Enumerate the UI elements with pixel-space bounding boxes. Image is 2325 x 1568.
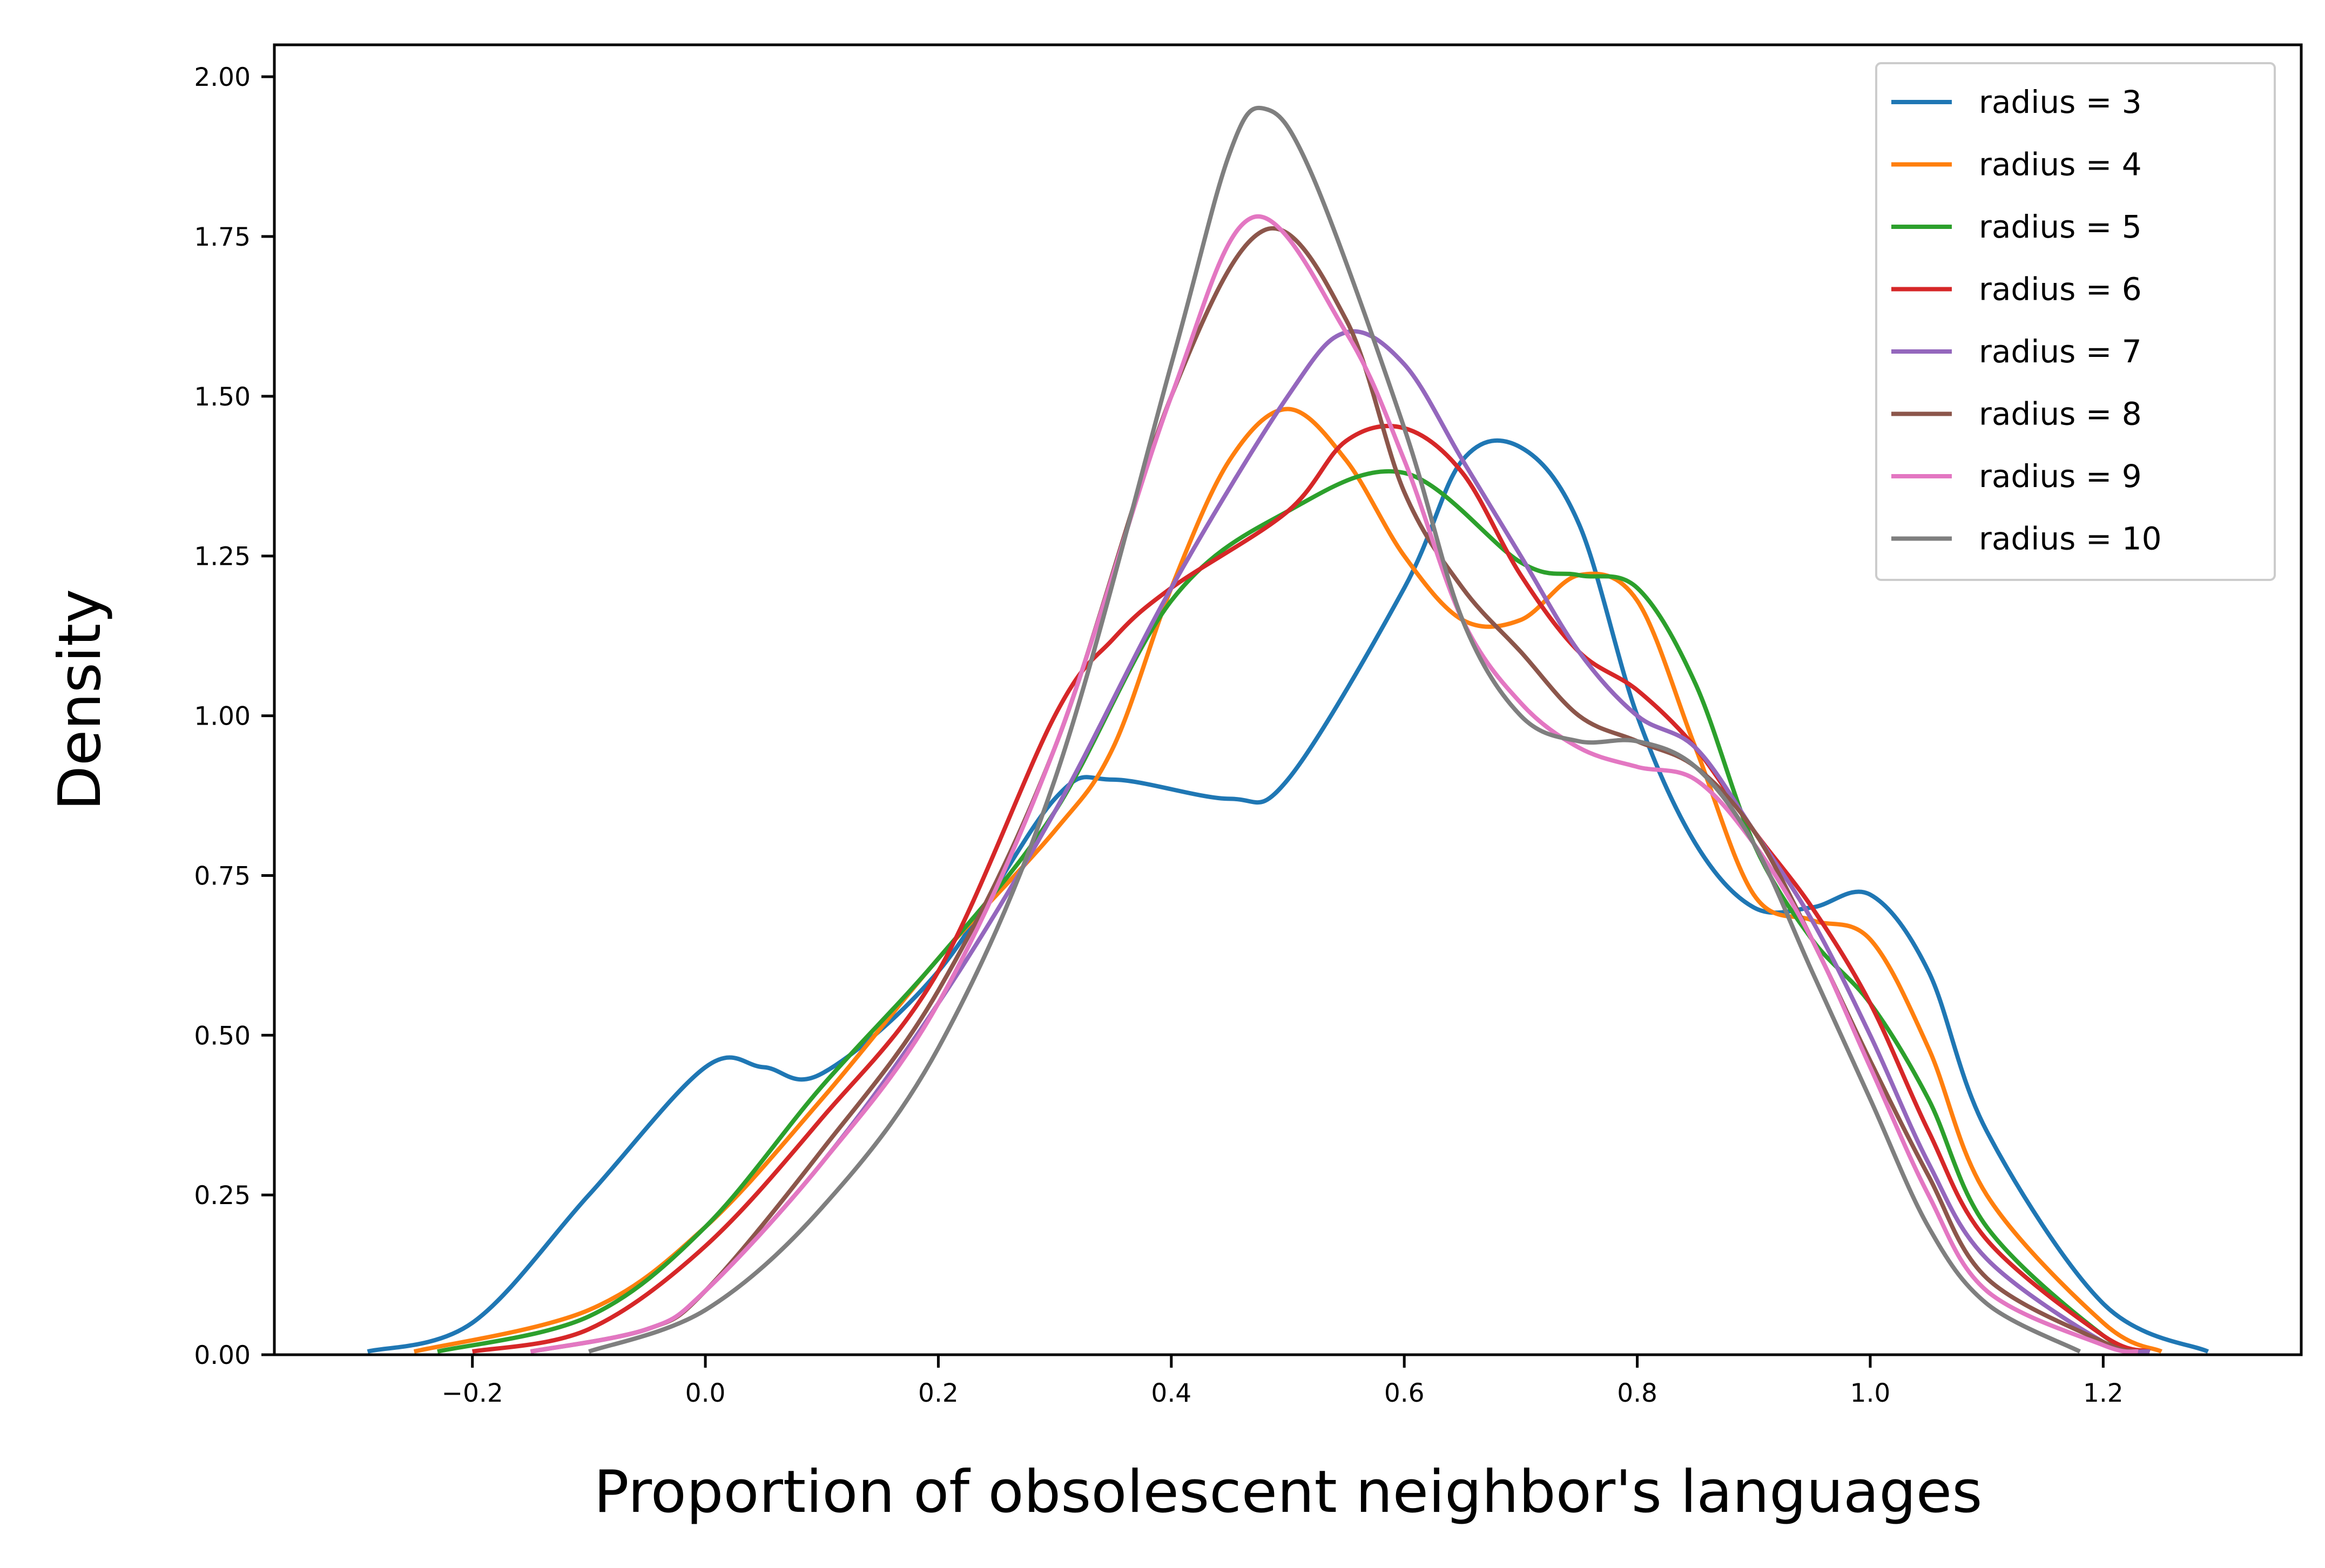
series-line-6 [530, 226, 2139, 1354]
legend-label: radius = 6 [1979, 271, 2142, 308]
legend-label: radius = 5 [1979, 208, 2142, 245]
series-line-4 [471, 423, 2151, 1354]
legend-label: radius = 10 [1979, 521, 2162, 557]
y-tick-label: 1.50 [194, 382, 251, 412]
y-tick-label: 0.75 [194, 861, 251, 891]
x-tick-label: 1.2 [2083, 1378, 2124, 1408]
y-tick-label: 0.50 [194, 1021, 251, 1051]
series-line-3 [437, 469, 2151, 1354]
x-tick-label: 0.6 [1384, 1378, 1425, 1408]
x-axis-label: Proportion of obsolescent neighbor's lan… [594, 1458, 1983, 1526]
x-tick-label: 0.8 [1617, 1378, 1657, 1408]
legend-label: radius = 8 [1979, 396, 2142, 432]
y-tick-label: 1.25 [194, 542, 251, 572]
y-tick-label: 2.00 [194, 63, 251, 92]
series-line-8 [588, 105, 2081, 1354]
plot-frame [273, 43, 2303, 1356]
series-line-5 [530, 329, 2151, 1354]
legend-label: radius = 9 [1979, 458, 2142, 495]
x-axis: −0.2 0.0 0.2 0.4 0.6 0.8 1.0 1.2 [442, 1355, 2124, 1408]
series-line-1 [367, 438, 2209, 1354]
y-tick-label: 0.00 [194, 1341, 251, 1370]
x-tick-label: 0.4 [1151, 1378, 1191, 1408]
series-line-7 [530, 214, 2139, 1354]
series-layer [367, 105, 2209, 1354]
legend: radius = 3 radius = 4 radius = 5 radius = 6… [1875, 62, 2276, 581]
y-tick-label: 1.75 [194, 222, 251, 252]
x-tick-label: −0.2 [442, 1378, 503, 1408]
y-axis-label: Density [46, 589, 114, 811]
legend-label: radius = 3 [1979, 84, 2142, 120]
legend-label: radius = 4 [1979, 146, 2142, 183]
x-tick-label: 1.0 [1850, 1378, 1891, 1408]
series-line-2 [413, 407, 2162, 1354]
y-tick-label: 0.25 [194, 1181, 251, 1211]
x-tick-label: 0.0 [685, 1378, 726, 1408]
legend-box [1875, 62, 2276, 581]
legend-label: radius = 7 [1979, 333, 2142, 370]
x-tick-label: 0.2 [918, 1378, 959, 1408]
y-tick-label: 1.00 [194, 702, 251, 732]
y-axis: 0.00 0.25 0.50 0.75 1.00 1.25 1.50 1.75 2.00 [194, 63, 274, 1370]
